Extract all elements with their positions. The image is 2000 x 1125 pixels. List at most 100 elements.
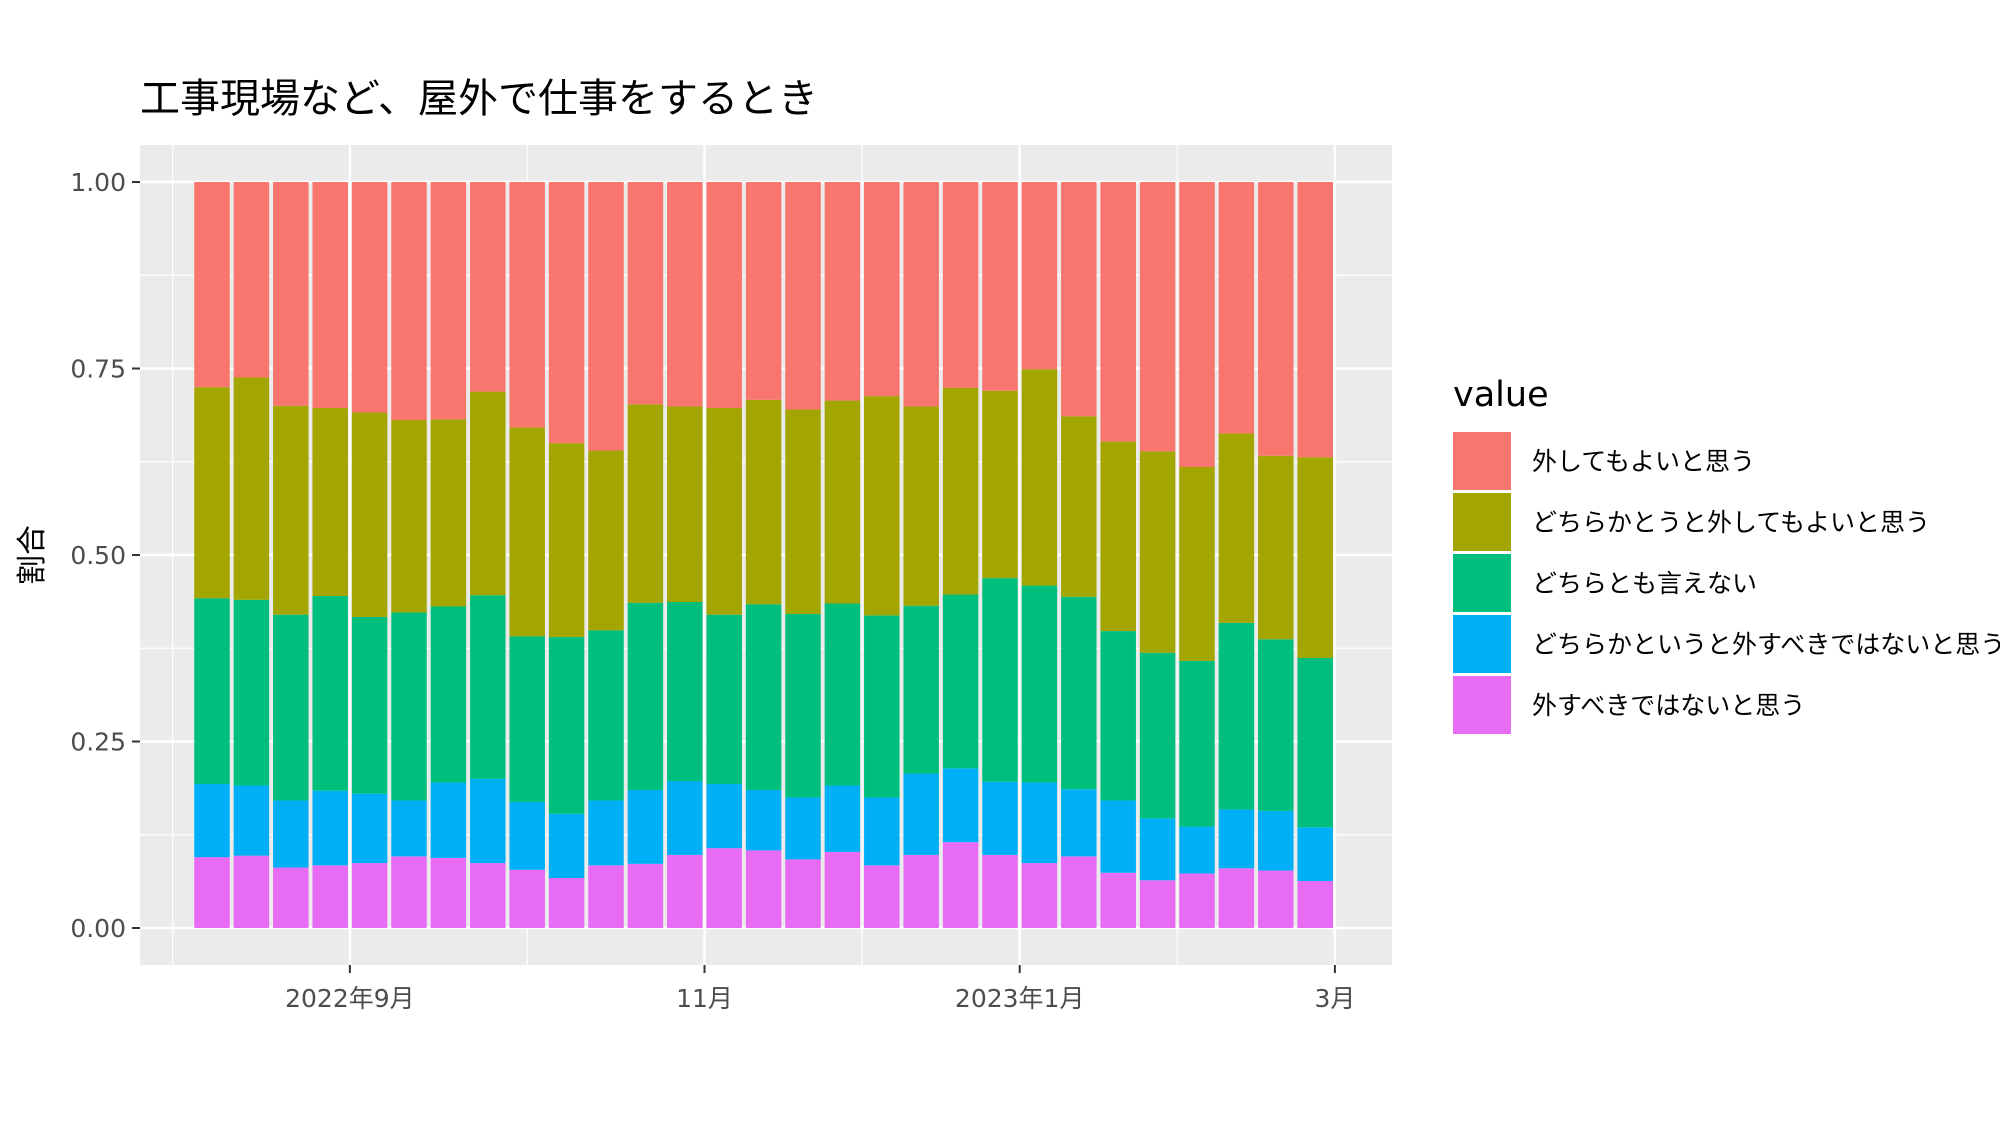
bar-segment <box>351 182 388 413</box>
legend-label: 外すべきではないと思う <box>1532 691 1805 720</box>
bar-segment <box>627 602 664 790</box>
bar-segment <box>667 601 703 782</box>
bar-segment <box>312 865 348 928</box>
y-tick-label: 0.25 <box>70 728 126 757</box>
bar-stack <box>351 182 388 928</box>
legend-label: どちらかとうと外してもよいと思う <box>1532 508 1930 537</box>
bar-stack <box>509 182 545 928</box>
bar-segment <box>903 605 939 774</box>
bar-segment <box>1100 441 1136 632</box>
bar-segment <box>785 182 821 410</box>
y-axis: 0.00 0.25 0.50 0.75 1.00 <box>70 168 140 943</box>
bar-stack <box>745 182 782 928</box>
bar-segment <box>1179 466 1215 661</box>
legend: value 外してもよいと思うどちらかとうと外してもよいと思うどちらとも言えない… <box>1453 375 2000 734</box>
bar-segment <box>942 768 979 843</box>
bar-stack <box>194 182 230 928</box>
bar-segment <box>470 182 506 392</box>
bar-stack <box>1061 182 1097 928</box>
bar-segment <box>1021 585 1058 783</box>
bar-segment <box>391 856 427 928</box>
bar-stack <box>273 182 309 928</box>
bar-segment <box>1139 652 1176 819</box>
bar-segment <box>273 867 309 928</box>
bar-segment <box>391 182 427 420</box>
bar-segment <box>1021 782 1058 864</box>
bar-segment <box>824 182 861 401</box>
bar-stack <box>1258 182 1294 928</box>
bar-segment <box>312 790 348 866</box>
bar-segment <box>548 813 585 879</box>
bar-segment <box>942 594 979 769</box>
bar-segment <box>745 182 782 400</box>
bar-segment <box>391 419 427 613</box>
bar-segment <box>312 408 348 597</box>
legend-key <box>1453 676 1511 734</box>
bar-segment <box>864 182 900 397</box>
bar-segment <box>509 869 545 928</box>
bar-segment <box>233 599 270 786</box>
legend-label: どちらかというと外すべきではないと思う <box>1532 630 2000 659</box>
bar-stack <box>1139 182 1176 928</box>
bar-stack <box>430 182 467 928</box>
x-axis: 2022年9月 11月 2023年1月 3月 <box>285 965 1355 1013</box>
bar-segment <box>785 797 821 860</box>
bar-segment <box>864 396 900 616</box>
bar-stack <box>1100 182 1136 928</box>
bar-segment <box>903 182 939 407</box>
legend-key <box>1453 493 1511 551</box>
bar-segment <box>273 405 309 615</box>
bar-segment <box>864 615 900 798</box>
chart-title: 工事現場など、屋外で仕事をするとき <box>140 76 818 122</box>
bar-segment <box>1218 868 1255 928</box>
bar-segment <box>430 419 467 607</box>
bar-segment <box>588 450 624 631</box>
bar-segment <box>588 865 624 928</box>
bar-segment <box>509 801 545 870</box>
bar-segment <box>273 182 309 406</box>
bar-segment <box>903 406 939 606</box>
bar-segment <box>1139 818 1176 881</box>
legend-label: どちらとも言えない <box>1532 569 1757 598</box>
bar-segment <box>1258 639 1294 811</box>
bar-segment <box>745 399 782 605</box>
bar-segment <box>706 408 742 615</box>
bar-stack <box>667 182 703 928</box>
bar-segment <box>548 443 585 638</box>
bar-segment <box>351 863 388 928</box>
bar-segment <box>548 878 585 928</box>
legend-key <box>1453 615 1511 673</box>
bar-segment <box>430 182 467 420</box>
bar-segment <box>470 391 506 596</box>
bar-segment <box>903 854 939 928</box>
bar-stack <box>942 182 979 928</box>
bar-segment <box>1297 457 1333 658</box>
bar-segment <box>233 855 270 928</box>
bar-stack <box>391 182 427 928</box>
bar-segment <box>430 606 467 783</box>
bar-stack <box>864 182 900 928</box>
bar-segment <box>627 863 664 928</box>
bar-segment <box>942 842 979 928</box>
bar-segment <box>1297 657 1333 828</box>
bar-segment <box>1061 182 1097 417</box>
legend-label: 外してもよいと思う <box>1532 447 1755 476</box>
bar-segment <box>194 387 230 599</box>
bar-segment <box>391 612 427 801</box>
legend-key <box>1453 554 1511 612</box>
bar-segment <box>706 614 742 785</box>
bar-segment <box>1061 789 1097 857</box>
y-tick-label: 0.50 <box>70 541 126 570</box>
bar-segment <box>1258 870 1294 928</box>
bar-segment <box>1061 416 1097 597</box>
y-tick-label: 0.00 <box>70 914 126 943</box>
bar-segment <box>194 784 230 858</box>
y-tick-label: 1.00 <box>70 168 126 197</box>
bar-stack <box>1297 182 1333 928</box>
bar-segment <box>785 409 821 614</box>
bar-segment <box>1139 451 1176 653</box>
bar-segment <box>745 789 782 851</box>
bar-segment <box>509 182 545 428</box>
bar-segment <box>745 850 782 928</box>
